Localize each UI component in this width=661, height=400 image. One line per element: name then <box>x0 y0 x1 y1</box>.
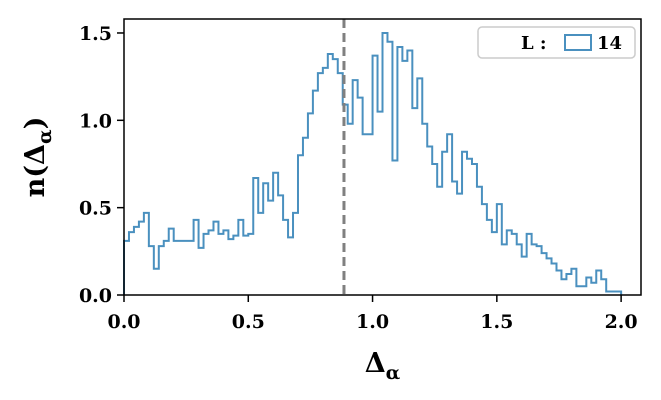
y-tick-label: 0.0 <box>79 285 112 307</box>
legend-entry-label: 14 <box>597 33 622 54</box>
x-axis-label: Δα <box>365 348 401 384</box>
x-tick-label: 2.0 <box>605 311 638 333</box>
axes-frame <box>123 18 642 296</box>
legend-title: L : <box>521 33 547 54</box>
y-tick-label: 0.5 <box>79 198 112 220</box>
y-tick-label: 1.5 <box>79 23 112 45</box>
legend-swatch <box>564 34 592 51</box>
x-tick-label: 1.0 <box>356 311 389 333</box>
x-tick-label: 1.5 <box>480 311 513 333</box>
histogram-series-14 <box>123 31 623 295</box>
legend: L : 14 <box>477 26 636 59</box>
plot-area <box>123 19 623 295</box>
y-axis-label: n(Δα) <box>20 117 56 198</box>
x-tick-label: 0.0 <box>107 311 140 333</box>
axes: 0.0 0.5 1.0 1.5 2.0 0.0 0.5 1.0 1.5 Δα n(Δα) <box>20 18 642 384</box>
x-tick-label: 0.5 <box>232 311 265 333</box>
y-tick-label: 1.0 <box>79 110 112 132</box>
legend-box <box>477 26 636 59</box>
